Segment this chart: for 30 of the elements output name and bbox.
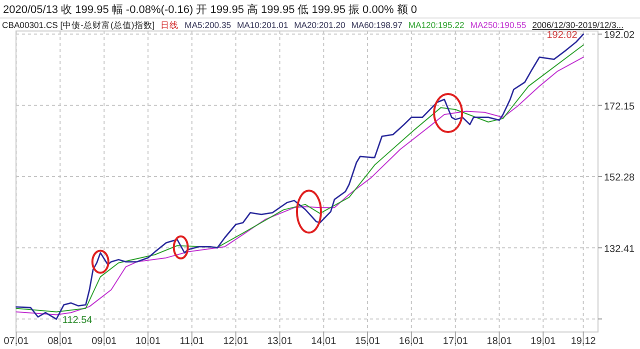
x-tick-label: 15.01: [355, 336, 380, 347]
x-tick-label: 18.01: [486, 336, 512, 347]
text: 2006/12/30-2019/12/3...: [532, 20, 624, 30]
x-tick-label: 16.01: [398, 336, 424, 347]
x-tick-label: 09.01: [92, 336, 118, 347]
y-tick-label: 192.02: [604, 30, 636, 42]
annotation: 192.02: [546, 30, 578, 42]
x-tick-label: 19.01: [530, 336, 556, 347]
x-tick-label: 14.01: [311, 336, 337, 347]
x-tick-label: 08.01: [48, 336, 74, 347]
text: MA10:201.01: [237, 20, 288, 30]
x-tick-label: 13.01: [267, 336, 293, 347]
y-tick-label: 132.41: [604, 244, 636, 255]
annotation: 112.54: [62, 314, 93, 326]
chart-title: 2020/05/13 收 199.95 幅 -0.08%(-0.16) 开 199.95 高 199.95 低 199.95 振 0.00% 额 0: [3, 3, 417, 16]
x-tick-label: 17.01: [442, 336, 468, 347]
x-tick-label: 11.01: [180, 336, 204, 347]
text: MA20:201.20: [294, 20, 346, 30]
text: MA120:195.22: [408, 20, 464, 30]
text: MA5:200.35: [184, 20, 232, 30]
y-tick-label: 172.15: [604, 101, 636, 112]
text: MA60:198.97: [351, 20, 403, 30]
x-tick-label: 07.01: [4, 336, 30, 347]
x-tick-label: 10.01: [135, 336, 161, 347]
chart-subtitle: CBA00301.CS [中债-总财富(总值)指数]: [2, 20, 155, 30]
text: MA250:190.55: [470, 20, 526, 30]
y-tick-label: 152.28: [604, 172, 636, 184]
text: 日线: [160, 20, 179, 30]
x-tick-label: 12.01: [223, 336, 249, 347]
x-tick-label: 19.12: [570, 336, 596, 347]
